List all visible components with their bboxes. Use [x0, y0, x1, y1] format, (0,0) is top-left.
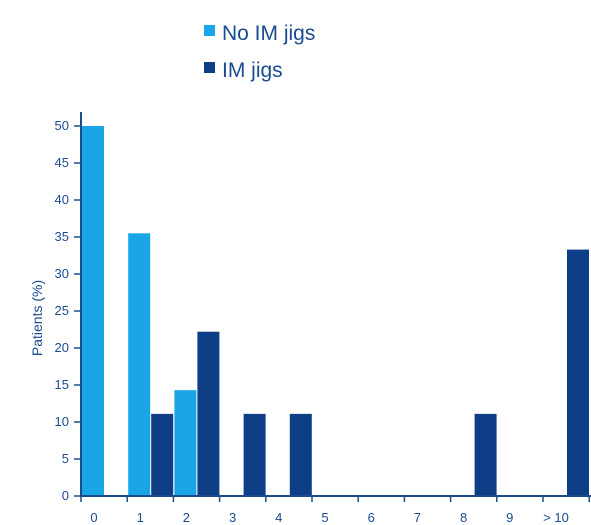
legend-swatch-1: [204, 25, 215, 36]
y-tick-label: 0: [62, 488, 69, 503]
y-ticks: 0 5 10 15 20 25 30 35 40 45 50: [55, 118, 81, 503]
bar-im-jigs-2: [197, 331, 220, 496]
bar-no-im-jigs-0: [82, 126, 104, 496]
legend: No IM jigs IM jigs: [204, 22, 315, 82]
bar-im-jigs-4: [289, 413, 312, 496]
x-tick-label: 1: [137, 510, 144, 525]
y-tick-label: 50: [55, 118, 69, 133]
bar-no-im-jigs-2: [174, 390, 197, 496]
x-tick-label: 5: [321, 510, 328, 525]
y-axis-title: Patients (%): [29, 280, 45, 356]
y-tick-label: 10: [55, 414, 69, 429]
x-tick-label: 3: [229, 510, 236, 525]
bar-im-jigs-1: [151, 413, 174, 496]
legend-label-1: No IM jigs: [222, 22, 315, 45]
y-tick-label: 20: [55, 340, 69, 355]
x-tick-label: 9: [506, 510, 513, 525]
bar-im-jigs-3: [243, 413, 266, 496]
x-tick-label: 8: [460, 510, 467, 525]
y-tick-label: 35: [55, 229, 69, 244]
legend-swatch-2: [204, 62, 215, 73]
bar-im-jigs-10: [567, 249, 589, 496]
bar-no-im-jigs-1: [128, 233, 151, 497]
y-tick-label: 25: [55, 303, 69, 318]
axes: [80, 112, 591, 497]
x-tick-label: 0: [90, 510, 97, 525]
y-tick-label: 5: [62, 451, 69, 466]
y-tick-label: 15: [55, 377, 69, 392]
y-tick-label: 30: [55, 266, 69, 281]
x-ticks: 0 1 2 3 4 5 6 7 8 9 > 10: [80, 496, 590, 525]
y-tick-label: 45: [55, 155, 69, 170]
y-tick-label: 40: [55, 192, 69, 207]
x-tick-label: 6: [368, 510, 375, 525]
x-tick-label: 7: [414, 510, 421, 525]
bar-im-jigs-8: [474, 413, 497, 496]
x-tick-label: 2: [183, 510, 190, 525]
bars: [82, 126, 589, 497]
legend-label-2: IM jigs: [222, 59, 283, 82]
x-tick-label: > 10: [543, 510, 569, 525]
x-tick-label: 4: [275, 510, 282, 525]
